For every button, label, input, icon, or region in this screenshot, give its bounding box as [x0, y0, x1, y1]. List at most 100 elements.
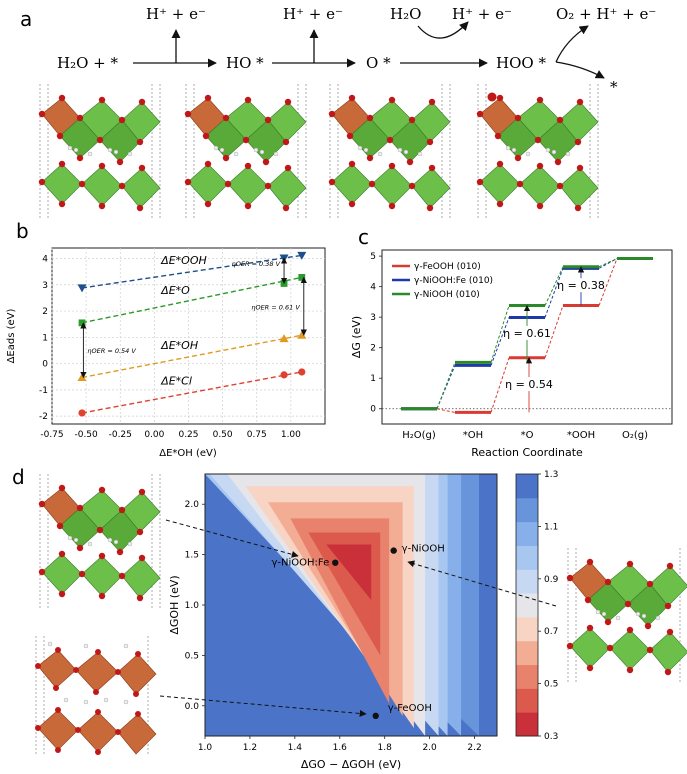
point-b [78, 319, 86, 327]
xtick-b: 0.25 [178, 430, 198, 440]
panel-label-b: b [16, 219, 29, 243]
colorbar-band [516, 474, 538, 499]
release-label-3: H⁺ + e⁻ [452, 5, 512, 23]
colorbar-tick: 0.3 [544, 732, 558, 742]
structure-nioohfe [38, 473, 161, 610]
release-label-2: H⁺ + e⁻ [283, 5, 343, 23]
ytick-b: 3 [42, 281, 48, 291]
connector-c [544, 266, 564, 306]
point-b [279, 334, 289, 343]
colorbar-band [516, 712, 538, 737]
xtick-c: *O [521, 430, 534, 441]
xtick-d: 1.4 [288, 743, 303, 753]
colorbar-tick: 0.9 [544, 575, 559, 585]
ytick-d: 0.5 [185, 651, 199, 661]
material-point-d [372, 712, 379, 720]
xtick-d: 1.0 [198, 743, 213, 753]
xtick-b: 1.00 [281, 430, 301, 440]
material-label-d: γ-FeOOH [388, 703, 432, 714]
ytick-b: 1 [42, 333, 48, 343]
xtick-b: -0.75 [40, 430, 63, 440]
colorbar-tick: 0.5 [544, 680, 558, 690]
species-o: O * [366, 54, 391, 72]
connector-c [436, 362, 456, 409]
point-b [297, 251, 307, 260]
material-label-d: γ-NiOOH:Fe [271, 558, 329, 569]
colorbar-band [516, 521, 538, 546]
eta-label-b: ηOER = 0.54 V [87, 347, 136, 355]
curved-arrow-site [555, 61, 605, 79]
eta-label-b: ηOER = 0.38 V [232, 260, 281, 268]
panel-label-c: c [358, 225, 369, 249]
xtick-d: 2.2 [467, 743, 481, 753]
release-label-4: O₂ + H⁺ + e⁻ [556, 5, 656, 23]
ytick-b: 4 [42, 255, 48, 265]
curved-arrow-4 [555, 25, 589, 63]
xtick-d: 1.2 [243, 743, 257, 753]
connector-c [490, 357, 510, 413]
ylabel-c: ΔG (eV) [350, 316, 363, 358]
point-b [298, 368, 306, 376]
colorbar-tick: 1.3 [544, 470, 558, 480]
ytick-c: 4 [370, 283, 376, 293]
point-b [297, 330, 307, 339]
colorbar-band [516, 497, 538, 523]
structure-ooh [476, 83, 599, 220]
connector-c [544, 305, 564, 358]
material-point-d [390, 547, 397, 554]
colorbar-tick: 0.7 [544, 627, 558, 637]
xtick-c: *OOH [567, 430, 595, 441]
connector-c [436, 408, 456, 413]
release-label-1: H⁺ + e⁻ [146, 5, 206, 23]
ytick-b: -2 [39, 412, 48, 422]
heat-band [326, 544, 372, 600]
ytick-b: 2 [42, 307, 48, 317]
panel-c: c 0 1 2 3 4 5 H₂O(g) *OH *O *OOH O₂(g) η = 0.61 η =… [350, 225, 673, 459]
colorbar-band [516, 545, 538, 570]
eta-label-c: η = 0.54 [505, 378, 553, 391]
xtick-d: 1.6 [333, 743, 348, 753]
xtick-d: 2.0 [422, 743, 437, 753]
added-water: H₂O [390, 5, 421, 23]
ytick-b: 0 [42, 360, 48, 370]
species-h2o: H₂O + * [57, 54, 118, 72]
xtick-b: 0.75 [247, 430, 267, 440]
xtick-b: -0.25 [109, 430, 132, 440]
connector-c [490, 317, 510, 366]
ytick-d: 0.0 [185, 702, 200, 712]
xtick-c: H₂O(g) [402, 430, 436, 441]
connector-c [598, 258, 618, 268]
panel-label-a: a [20, 7, 32, 31]
colorbar-band [516, 640, 538, 666]
pointer-niooh [407, 560, 557, 607]
xtick-d: 1.8 [378, 743, 393, 753]
eta-bg-c [509, 377, 549, 392]
ylabel-b: ΔEads (eV) [6, 308, 17, 363]
material-point-d [332, 559, 339, 566]
fit-line-b [81, 276, 302, 324]
pointer-nioohfe [165, 519, 299, 558]
panel-a: a H₂O + * HO * O * HOO * H⁺ + e⁻ H⁺ + e⁻… [20, 5, 656, 220]
xlabel-c: Reaction Coordinate [471, 446, 583, 459]
ytick-c: 3 [370, 313, 376, 323]
series-label-b: ΔE*OH [160, 339, 198, 352]
xlabel-b: ΔE*OH (eV) [159, 448, 217, 459]
structure-niooh [566, 547, 687, 684]
ytick-c: 2 [370, 344, 376, 354]
colorbar-frame [515, 473, 539, 737]
structure-h2o [38, 83, 161, 220]
panel-d: d 1.0 1.2 1.4 1.6 1.8 2.0 2.2 0.0 0.5 1.0 1.5 2.0 γ… [12, 465, 687, 771]
connector-c [544, 268, 564, 318]
xtick-c: *OH [463, 430, 483, 441]
ytick-d: 1.5 [185, 551, 199, 561]
xtick-b: -0.50 [74, 430, 98, 440]
eta-bg-c [507, 325, 547, 340]
legend-label-c: γ-NiOOH:Fe (010) [414, 276, 493, 286]
eta-label-c: η = 0.61 [503, 327, 551, 340]
colorbar-tick: 1.1 [544, 522, 558, 532]
ytick-b: -1 [39, 386, 48, 396]
ytick-c: 1 [370, 374, 376, 384]
legend-label-c: γ-NiOOH (010) [414, 290, 480, 300]
fit-line-b [81, 371, 302, 414]
ylabel-d: ΔGOH (eV) [168, 575, 181, 634]
